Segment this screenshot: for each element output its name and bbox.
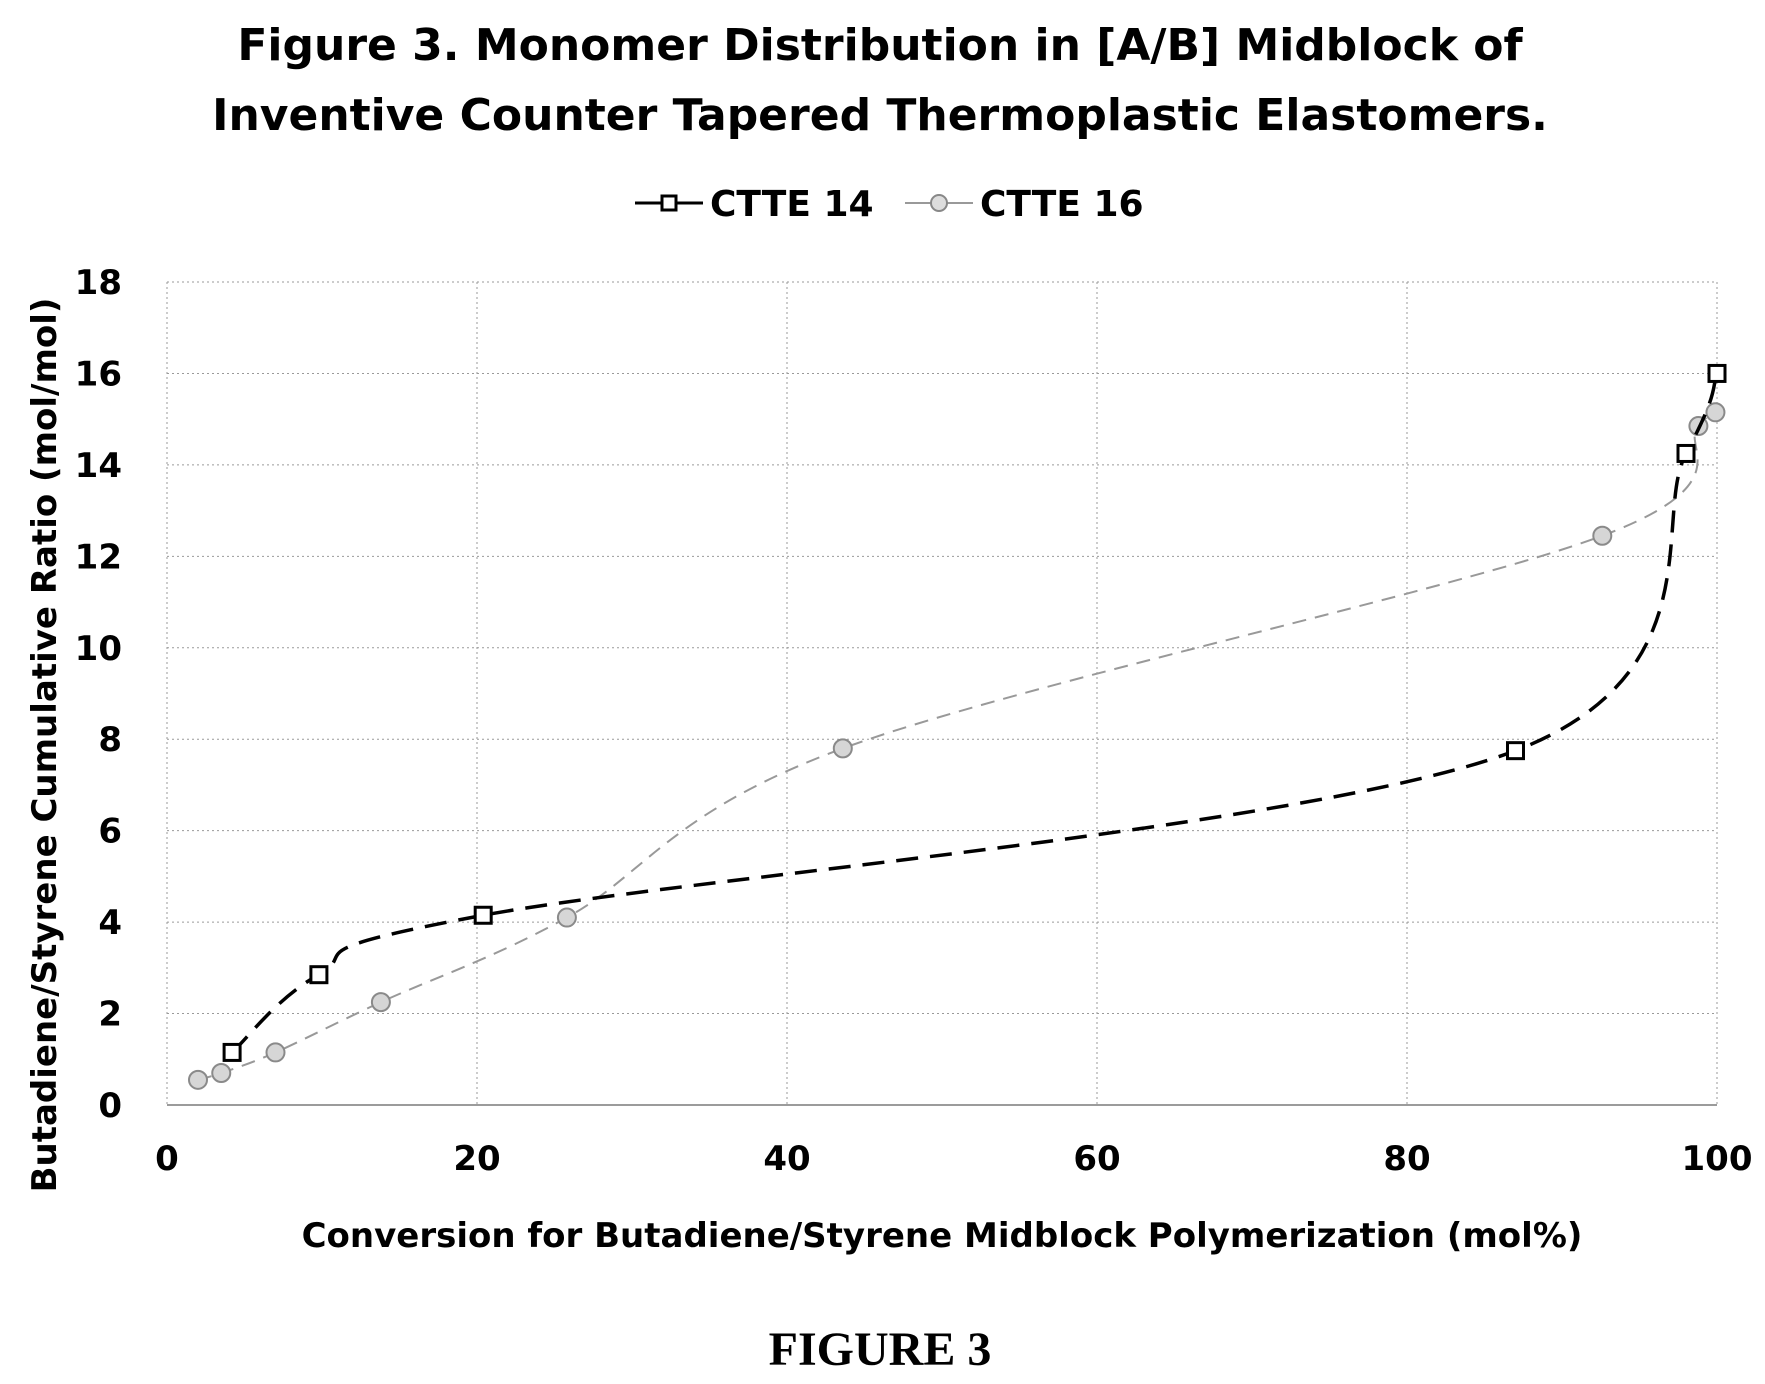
chart-title-line-1: Figure 3. Monomer Distribution in [A/B] …: [237, 20, 1523, 71]
x-tick-label: 60: [1073, 1139, 1120, 1179]
series-ctte14: [222, 363, 1727, 1062]
legend: CTTE 14 CTTE 16: [635, 184, 1144, 225]
y-tick-label: 6: [98, 812, 122, 852]
data-point-ctte16: [188, 1069, 208, 1090]
data-point-ctte16: [265, 1042, 286, 1063]
series-ctte16: [188, 402, 1726, 1090]
data-point-ctte14: [309, 965, 329, 985]
legend-label-ctte14: CTTE 14: [710, 184, 874, 225]
data-point-ctte16: [370, 992, 391, 1013]
y-tick-label: 0: [98, 1086, 122, 1126]
y-tick-label: 10: [75, 629, 122, 669]
x-tick-label: 0: [155, 1139, 179, 1179]
y-tick-label: 4: [98, 903, 122, 943]
data-point-ctte14: [222, 1042, 242, 1062]
data-point-ctte16: [1705, 402, 1726, 423]
data-point-ctte16: [211, 1062, 232, 1083]
legend-label-ctte16: CTTE 16: [980, 184, 1144, 225]
x-tick-label: 20: [453, 1139, 500, 1179]
y-tick-label: 16: [75, 354, 122, 394]
data-point-ctte16: [832, 738, 853, 759]
y-tick-label: 2: [98, 995, 122, 1035]
legend-item-ctte14: CTTE 14: [635, 184, 874, 225]
x-tick-label: 40: [763, 1139, 810, 1179]
y-tick-label: 8: [98, 720, 122, 760]
x-axis-label: Conversion for Butadiene/Styrene Midbloc…: [302, 1216, 1583, 1256]
x-tick-label: 80: [1383, 1139, 1430, 1179]
x-tick-label: 100: [1682, 1139, 1753, 1179]
legend-marker-ctte14: [660, 194, 678, 212]
y-tick-label: 18: [75, 263, 122, 303]
axis-ticks: 0 2 4 6 8 10 12 14 16 18 0 20 40 60 80 100: [75, 263, 1753, 1179]
grid: [166, 281, 1718, 1106]
y-axis-label: Butadiene/Styrene Cumulative Ratio (mol/…: [25, 298, 65, 1193]
y-tick-label: 12: [75, 537, 122, 577]
data-point-ctte16: [556, 907, 577, 928]
chart-title-line-2: Inventive Counter Tapered Thermoplastic …: [212, 90, 1548, 141]
series-line-ctte16: [197, 411, 1717, 1081]
data-point-ctte16: [1592, 525, 1613, 546]
legend-marker-ctte16: [930, 194, 948, 212]
data-point-ctte14: [473, 905, 493, 925]
figure-caption: FIGURE 3: [769, 1323, 992, 1376]
y-tick-label: 14: [75, 446, 122, 486]
series-layer: [188, 363, 1727, 1090]
data-point-ctte14: [1676, 443, 1696, 463]
legend-item-ctte16: CTTE 16: [905, 184, 1144, 225]
data-point-ctte14: [1707, 363, 1727, 383]
series-line-ctte14: [230, 372, 1719, 1054]
data-point-ctte14: [1506, 741, 1525, 761]
